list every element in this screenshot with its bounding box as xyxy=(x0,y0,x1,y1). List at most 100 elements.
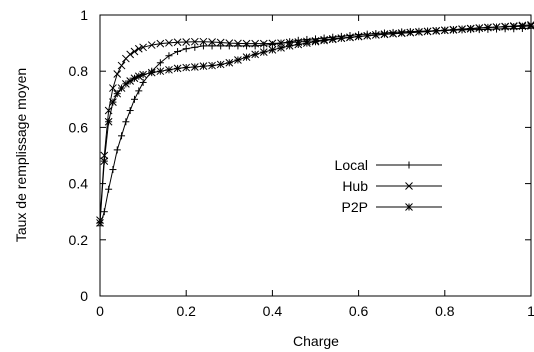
data-point-hub xyxy=(173,38,182,47)
data-point-hub xyxy=(190,37,199,46)
data-point-hub xyxy=(268,39,277,48)
y-axis-title: Taux de remplissage moyen xyxy=(13,68,29,242)
data-point-local xyxy=(191,43,199,51)
data-point-p2p xyxy=(363,31,372,40)
data-point-p2p xyxy=(492,23,501,31)
y-tick-label: 0.4 xyxy=(69,176,89,192)
y-tick-label: 0.6 xyxy=(69,119,89,135)
legend: Local Hub P2P xyxy=(335,157,442,215)
data-point-p2p xyxy=(251,50,260,59)
data-point-p2p xyxy=(113,89,122,98)
data-point-hub xyxy=(216,38,225,47)
y-tick-label: 0 xyxy=(80,288,88,304)
data-point-p2p xyxy=(100,157,109,165)
legend-label: P2P xyxy=(342,199,368,215)
data-point-hub xyxy=(100,151,109,160)
y-tick-label: 1 xyxy=(80,7,88,23)
data-point-p2p xyxy=(449,25,458,34)
data-point-local xyxy=(208,42,216,50)
data-point-p2p xyxy=(156,67,165,76)
data-point-hub xyxy=(208,38,216,46)
data-point-hub xyxy=(199,37,208,46)
series-hub xyxy=(96,20,534,224)
data-point-p2p xyxy=(234,56,242,64)
data-point-local xyxy=(156,59,164,67)
x-axis-title: Charge xyxy=(293,333,339,349)
x-tick-label: 0.8 xyxy=(435,303,455,319)
data-point-p2p xyxy=(380,30,389,38)
data-point-hub xyxy=(259,39,268,48)
data-point-p2p xyxy=(104,117,113,126)
data-point-p2p xyxy=(415,28,423,36)
plot-border xyxy=(99,14,532,297)
x-tick-label: 1 xyxy=(527,303,534,319)
data-point-p2p xyxy=(303,39,311,47)
data-point-hub xyxy=(117,61,126,70)
data-point-hub xyxy=(182,38,191,46)
data-point-local xyxy=(105,185,113,193)
data-point-p2p xyxy=(165,65,173,74)
data-point-local xyxy=(130,95,138,103)
data-point-p2p xyxy=(389,29,397,38)
data-point-local xyxy=(139,78,147,86)
data-point-p2p xyxy=(225,58,234,67)
data-point-local xyxy=(118,132,126,140)
data-point-local xyxy=(122,118,130,126)
data-point-p2p xyxy=(199,62,208,70)
data-point-hub xyxy=(109,84,117,92)
data-point-p2p xyxy=(182,63,191,72)
data-point-p2p xyxy=(397,29,406,37)
data-point-p2p xyxy=(458,25,466,33)
series-local xyxy=(96,24,534,230)
data-point-local xyxy=(165,52,173,60)
plot-frame xyxy=(99,14,532,297)
data-point-p2p xyxy=(518,22,527,31)
legend-label: Hub xyxy=(342,178,368,194)
data-point-hub xyxy=(130,47,139,56)
data-point-hub xyxy=(225,39,234,47)
data-point-p2p xyxy=(294,40,303,49)
data-point-hub xyxy=(165,38,173,47)
data-point-p2p xyxy=(371,31,380,39)
data-point-p2p xyxy=(208,61,216,70)
axis-ticks xyxy=(99,14,532,297)
legend-item-p2p: P2P xyxy=(342,199,442,215)
data-point-p2p xyxy=(139,70,147,79)
legend-marker xyxy=(405,182,413,190)
data-point-p2p xyxy=(277,44,285,52)
legend-label: Local xyxy=(335,157,368,173)
data-point-local xyxy=(217,42,225,50)
data-point-p2p xyxy=(259,48,268,56)
series-line-hub xyxy=(99,24,532,221)
data-point-p2p xyxy=(475,24,484,32)
data-point-p2p xyxy=(440,26,449,35)
data-point-p2p xyxy=(147,68,156,77)
data-point-local xyxy=(260,41,268,49)
data-point-local xyxy=(109,166,117,174)
data-point-hub xyxy=(147,41,156,49)
data-point-p2p xyxy=(268,45,277,54)
data-point-p2p xyxy=(527,22,534,30)
data-point-p2p xyxy=(432,26,441,35)
data-point-hub xyxy=(113,70,122,78)
data-point-p2p xyxy=(117,84,126,92)
data-point-local xyxy=(126,107,134,115)
data-point-local xyxy=(174,48,182,56)
data-point-hub xyxy=(126,50,135,59)
legend-marker xyxy=(405,161,413,169)
data-point-p2p xyxy=(354,32,363,41)
x-tick-label: 0.6 xyxy=(349,303,369,319)
series-line-p2p xyxy=(99,25,532,223)
data-point-p2p xyxy=(96,219,104,227)
data-point-local xyxy=(135,87,143,95)
data-point-local xyxy=(100,208,108,216)
data-point-p2p xyxy=(423,27,432,36)
data-point-hub xyxy=(234,39,242,48)
data-point-p2p xyxy=(285,42,294,50)
data-point-p2p xyxy=(509,22,518,31)
data-point-local xyxy=(199,42,207,50)
data-point-p2p xyxy=(242,53,251,62)
data-point-p2p xyxy=(406,28,415,37)
data-point-p2p xyxy=(501,22,509,31)
data-point-p2p xyxy=(311,37,320,46)
